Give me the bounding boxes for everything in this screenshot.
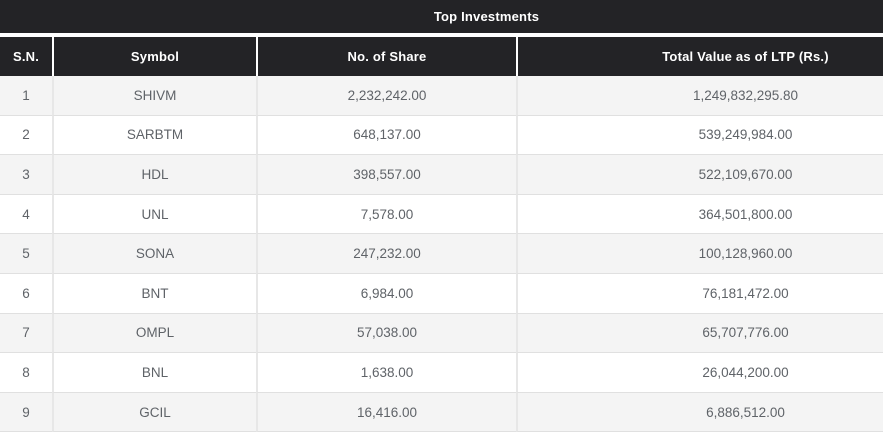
table-body: 1 SHIVM 2,232,242.00 1,249,832,295.80 2 … <box>0 76 883 433</box>
symbol-cell: SARBTM <box>52 115 256 156</box>
table-row: 5 SONA 247,232.00 100,128,960.00 <box>0 234 883 274</box>
total-value-cell: 539,249,984.00 <box>516 115 883 156</box>
shares-cell: 7,578.00 <box>256 194 516 235</box>
symbol-cell: GCIL <box>52 392 256 433</box>
shares-cell: 648,137.00 <box>256 115 516 156</box>
table-row: 7 OMPL 57,038.00 65,707,776.00 <box>0 313 883 354</box>
sn-cell: 9 <box>0 392 52 433</box>
table-row: 3 HDL 398,557.00 522,109,670.00 <box>0 155 883 195</box>
col-header-symbol: Symbol <box>52 37 256 76</box>
symbol-cell: BNL <box>52 353 256 393</box>
symbol-cell: HDL <box>52 155 256 195</box>
shares-cell: 247,232.00 <box>256 234 516 274</box>
sn-cell: 1 <box>0 76 52 116</box>
shares-cell: 57,038.00 <box>256 313 516 354</box>
sn-cell: 2 <box>0 115 52 156</box>
table-row: 4 UNL 7,578.00 364,501,800.00 <box>0 194 883 235</box>
sn-cell: 6 <box>0 273 52 314</box>
table-row: 1 SHIVM 2,232,242.00 1,249,832,295.80 <box>0 76 883 116</box>
top-investments-widget: Top Investments S.N. Symbol No. of Share… <box>0 0 883 433</box>
top-investments-table: S.N. Symbol No. of Share Total Value as … <box>0 37 883 433</box>
table-title: Top Investments <box>0 0 883 33</box>
sn-cell: 5 <box>0 234 52 274</box>
table-row: 8 BNL 1,638.00 26,044,200.00 <box>0 353 883 393</box>
header-row: S.N. Symbol No. of Share Total Value as … <box>0 37 883 76</box>
col-header-total-value: Total Value as of LTP (Rs.) <box>516 37 883 76</box>
shares-cell: 1,638.00 <box>256 353 516 393</box>
symbol-cell: OMPL <box>52 313 256 354</box>
col-header-sn: S.N. <box>0 37 52 76</box>
shares-cell: 398,557.00 <box>256 155 516 195</box>
total-value-cell: 1,249,832,295.80 <box>516 76 883 116</box>
table-row: 6 BNT 6,984.00 76,181,472.00 <box>0 273 883 314</box>
col-header-shares: No. of Share <box>256 37 516 76</box>
sn-cell: 8 <box>0 353 52 393</box>
shares-cell: 6,984.00 <box>256 273 516 314</box>
sn-cell: 7 <box>0 313 52 354</box>
total-value-cell: 522,109,670.00 <box>516 155 883 195</box>
symbol-cell: SONA <box>52 234 256 274</box>
total-value-cell: 364,501,800.00 <box>516 194 883 235</box>
table-row: 9 GCIL 16,416.00 6,886,512.00 <box>0 392 883 433</box>
sn-cell: 4 <box>0 194 52 235</box>
total-value-cell: 100,128,960.00 <box>516 234 883 274</box>
symbol-cell: SHIVM <box>52 76 256 116</box>
total-value-cell: 26,044,200.00 <box>516 353 883 393</box>
shares-cell: 16,416.00 <box>256 392 516 433</box>
total-value-cell: 6,886,512.00 <box>516 392 883 433</box>
total-value-cell: 65,707,776.00 <box>516 313 883 354</box>
shares-cell: 2,232,242.00 <box>256 76 516 116</box>
sn-cell: 3 <box>0 155 52 195</box>
total-value-cell: 76,181,472.00 <box>516 273 883 314</box>
table-row: 2 SARBTM 648,137.00 539,249,984.00 <box>0 115 883 156</box>
symbol-cell: UNL <box>52 194 256 235</box>
symbol-cell: BNT <box>52 273 256 314</box>
table-header: S.N. Symbol No. of Share Total Value as … <box>0 37 883 76</box>
